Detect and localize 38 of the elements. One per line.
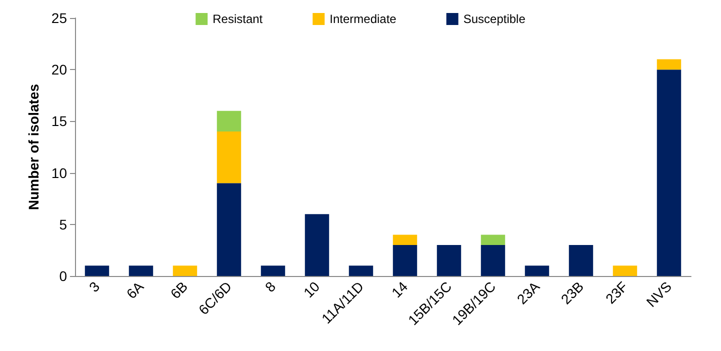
y-tick-label: 5 (59, 216, 68, 232)
y-tick-label: 0 (59, 268, 68, 284)
x-tick-label: 6A (123, 278, 148, 302)
x-tick-label: 6B (167, 278, 191, 302)
bar (216, 132, 242, 184)
x-tick-label: 23B (558, 278, 587, 308)
bar (392, 234, 418, 246)
x-tick-label: 14 (388, 278, 411, 301)
bar (524, 266, 550, 276)
bar (392, 245, 418, 276)
bar (612, 266, 638, 276)
bar (656, 70, 682, 276)
y-tick-label: 15 (51, 113, 68, 130)
bar (480, 245, 506, 276)
x-tick-label: 23A (514, 278, 544, 308)
bar (216, 183, 242, 276)
bar (128, 266, 154, 276)
bar (480, 234, 506, 246)
x-tick-label: 3 (86, 278, 103, 296)
y-tick-label: 10 (51, 164, 68, 181)
y-tick-label: 25 (51, 10, 68, 26)
bar (260, 266, 286, 276)
x-tick-label: 23F (602, 278, 631, 307)
x-tick-label: 10 (300, 278, 323, 301)
x-tick-label: 8 (262, 278, 279, 296)
bar (172, 266, 198, 276)
y-axis-title: Number of isolates (26, 84, 42, 210)
legend-label: Susceptible (463, 12, 526, 26)
bar (436, 245, 462, 276)
bar (216, 110, 242, 132)
bar (348, 266, 374, 276)
bar (84, 266, 110, 276)
legend-label: Resistant (212, 12, 264, 26)
bar (304, 214, 330, 276)
legend-label: Intermediate (330, 12, 397, 26)
bar (568, 245, 594, 276)
bar (656, 59, 682, 70)
y-tick-label: 20 (51, 62, 68, 78)
